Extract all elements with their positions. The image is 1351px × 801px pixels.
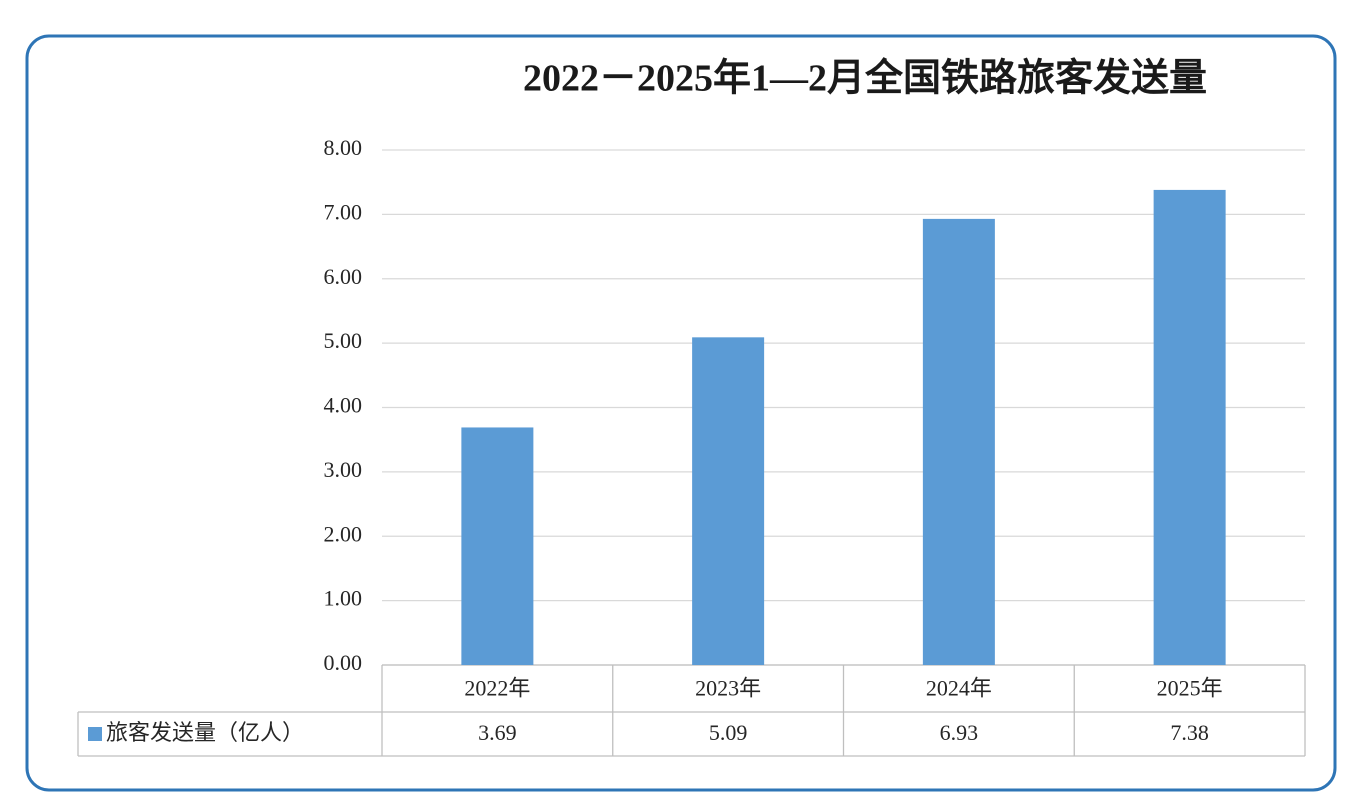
legend-label: 旅客发送量（亿人） xyxy=(106,720,304,745)
y-tick-label: 0.00 xyxy=(324,650,363,675)
y-tick-label: 6.00 xyxy=(324,264,363,289)
bar xyxy=(461,427,534,665)
chart-title: 2022－2025年1—2月全国铁路旅客发送量 xyxy=(523,57,1207,100)
y-tick-label: 1.00 xyxy=(324,586,363,611)
table-value: 5.09 xyxy=(709,720,748,745)
chart-frame xyxy=(25,34,1337,792)
legend-marker xyxy=(88,727,102,741)
y-tick-label: 7.00 xyxy=(324,199,363,224)
table-value: 7.38 xyxy=(1170,720,1209,745)
table-value: 6.93 xyxy=(940,720,979,745)
y-tick-label: 8.00 xyxy=(324,135,363,160)
x-tick-label: 2022年 xyxy=(464,676,530,701)
y-tick-label: 3.00 xyxy=(324,457,363,482)
y-tick-label: 2.00 xyxy=(324,521,363,546)
y-tick-label: 4.00 xyxy=(324,393,363,418)
x-tick-label: 2025年 xyxy=(1157,676,1223,701)
bar xyxy=(692,337,765,665)
bar xyxy=(1153,189,1226,665)
x-tick-label: 2023年 xyxy=(695,676,761,701)
table-value: 3.69 xyxy=(478,720,517,745)
y-tick-label: 5.00 xyxy=(324,328,363,353)
bar xyxy=(922,218,995,665)
x-tick-label: 2024年 xyxy=(926,676,992,701)
